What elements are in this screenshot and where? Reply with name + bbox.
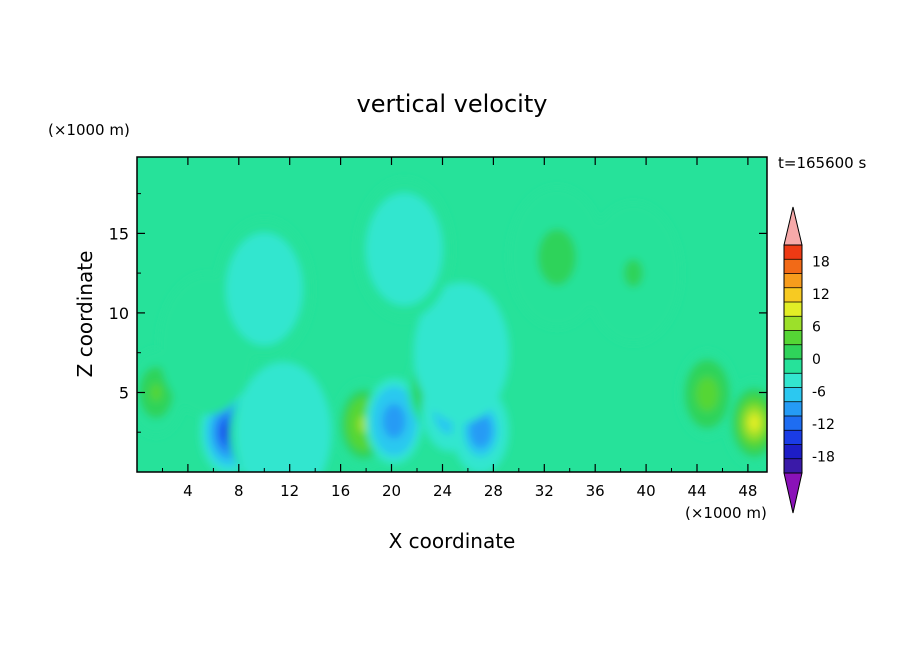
colorbar-segment	[784, 287, 802, 303]
colorbar-tick-label: 18	[812, 254, 830, 270]
velocity-contour-16-5	[394, 235, 414, 264]
y-tick-label: 10	[109, 304, 129, 323]
colorbar-tick-label: -12	[812, 417, 835, 433]
velocity-contour-7-5	[474, 422, 487, 440]
plot-frame	[136, 156, 768, 473]
velocity-contour-4-5	[388, 412, 400, 430]
colorbar-segment	[784, 273, 802, 289]
y-tick-label: 5	[119, 384, 129, 403]
colorbar-segment	[784, 416, 802, 431]
colorbar-tick-label: 6	[812, 319, 821, 335]
colorbar-segment	[784, 259, 802, 274]
velocity-contour-13-5	[547, 243, 567, 272]
colorbar-tick-label: -18	[812, 450, 835, 466]
x-unit-label: (×1000 m)	[685, 504, 767, 522]
x-tick-label: 8	[234, 482, 244, 500]
colorbar-segment	[784, 444, 802, 460]
colorbar-segment	[784, 330, 802, 346]
x-axis: 4 8 12 16 20 24 28 32 36 40 44 48	[162, 157, 757, 500]
x-tick-label: 12	[280, 482, 299, 500]
velocity-contour-15-5	[254, 274, 274, 304]
colorbar-segment	[784, 430, 802, 445]
x-tick-label: 32	[535, 482, 554, 500]
colorbar-under-triangle	[783, 472, 803, 514]
colorbar-segment	[784, 373, 802, 388]
time-label: t=165600 s	[778, 154, 866, 172]
colorbar-segment	[784, 387, 802, 403]
velocity-contour-2-5	[273, 418, 293, 447]
x-tick-label: 36	[586, 482, 605, 500]
velocity-contour-12-5	[748, 414, 760, 432]
x-tick-label: 24	[433, 482, 452, 500]
velocity-contour-9-5	[150, 383, 162, 402]
x-tick-label: 40	[637, 482, 656, 500]
velocity-contour-11-5	[701, 385, 713, 403]
colorbar-segment	[784, 344, 802, 360]
x-tick-label: 44	[687, 482, 706, 500]
colorbar-segment	[784, 401, 802, 417]
velocity-contour-14-5	[623, 259, 644, 288]
y-axis-label: Z coordinate	[73, 251, 97, 378]
x-axis-label: X coordinate	[389, 529, 516, 553]
x-tick-label: 28	[484, 482, 503, 500]
chart-title: vertical velocity	[357, 90, 548, 118]
colorbar-tick-label: 0	[812, 352, 821, 368]
velocity-contour-8-5	[451, 338, 472, 367]
y-axis: 5 10 15	[109, 193, 767, 433]
x-tick-label: 48	[738, 482, 757, 500]
x-tick-label: 4	[183, 482, 193, 500]
colorbar-segment	[784, 245, 802, 260]
y-unit-label: (×1000 m)	[48, 121, 130, 139]
colorbar-segment	[784, 302, 802, 317]
colorbar-tick-label: -6	[812, 385, 826, 401]
colorbar-frame	[783, 244, 803, 474]
velocity-field	[137, 178, 767, 472]
colorbar-segment	[784, 458, 802, 474]
colorbar: -18 -12 -6 0 6 12 18	[783, 206, 835, 514]
plot-area	[136, 156, 768, 473]
x-tick-label: 16	[331, 482, 350, 500]
colorbar-segment	[784, 316, 802, 331]
x-tick-label: 20	[382, 482, 401, 500]
colorbar-segment	[784, 359, 802, 374]
colorbar-tick-label: 12	[812, 287, 830, 303]
colorbar-over-triangle	[783, 206, 803, 246]
velocity-contour-10-5	[197, 330, 217, 359]
y-tick-label: 15	[109, 224, 129, 243]
